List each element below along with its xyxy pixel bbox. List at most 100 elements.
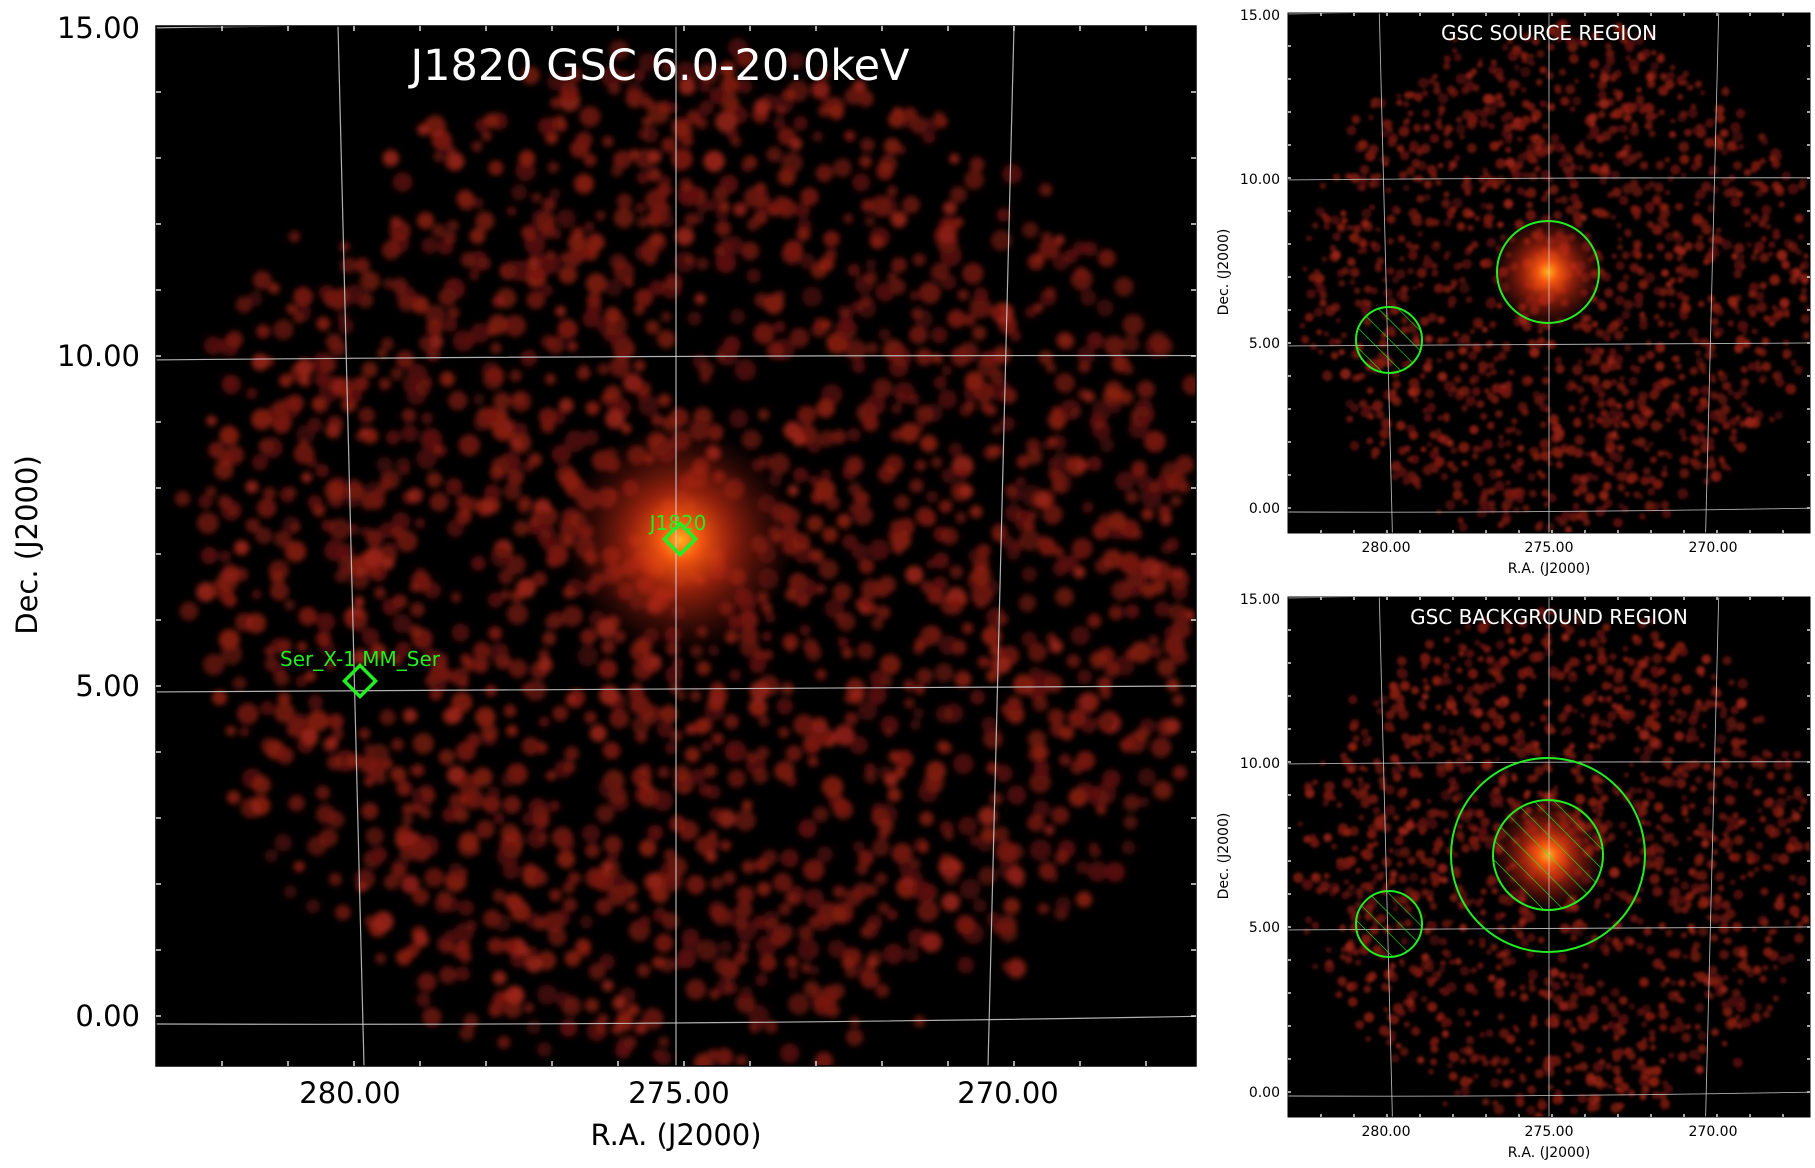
emission-blob bbox=[1622, 156, 1633, 167]
emission-blob bbox=[1364, 300, 1372, 308]
emission-blob bbox=[1727, 319, 1735, 327]
emission-blob bbox=[1650, 860, 1658, 869]
emission-blob bbox=[1714, 134, 1721, 142]
emission-blob bbox=[1495, 963, 1503, 971]
emission-blob bbox=[1420, 959, 1431, 971]
emission-blob bbox=[647, 824, 664, 841]
emission-blob bbox=[1708, 410, 1720, 421]
emission-blob bbox=[948, 442, 963, 457]
emission-blob bbox=[1738, 386, 1748, 396]
emission-blob bbox=[1737, 978, 1744, 985]
emission-blob bbox=[957, 289, 969, 301]
emission-blob bbox=[725, 235, 744, 255]
emission-blob bbox=[610, 793, 629, 812]
emission-blob bbox=[1403, 829, 1409, 835]
emission-blob bbox=[1467, 115, 1478, 126]
emission-blob bbox=[690, 768, 706, 785]
emission-blob bbox=[847, 263, 861, 277]
emission-blob bbox=[516, 578, 536, 598]
emission-blob bbox=[1410, 798, 1421, 809]
emission-blob bbox=[1659, 1058, 1666, 1064]
emission-blob bbox=[1652, 196, 1661, 205]
emission-blob bbox=[1701, 723, 1708, 729]
emission-blob bbox=[708, 685, 728, 706]
emission-blob bbox=[1616, 222, 1622, 229]
emission-blob bbox=[1646, 72, 1655, 81]
emission-blob bbox=[585, 273, 607, 295]
emission-blob bbox=[1340, 947, 1347, 953]
emission-blob bbox=[1605, 49, 1615, 58]
emission-blob bbox=[1577, 359, 1583, 365]
emission-blob bbox=[1726, 466, 1732, 472]
emission-blob bbox=[1774, 899, 1785, 911]
emission-blob bbox=[297, 641, 308, 652]
emission-blob bbox=[1172, 765, 1188, 780]
emission-blob bbox=[1577, 1042, 1583, 1048]
emission-blob bbox=[1066, 455, 1087, 476]
emission-blob bbox=[299, 375, 311, 387]
emission-blob bbox=[1436, 836, 1443, 843]
emission-blob bbox=[1431, 977, 1437, 983]
emission-blob bbox=[1054, 850, 1069, 865]
emission-blob bbox=[1526, 201, 1534, 209]
emission-blob bbox=[623, 276, 635, 288]
emission-blob bbox=[675, 226, 695, 246]
emission-blob bbox=[682, 935, 701, 955]
emission-blob bbox=[814, 1051, 834, 1066]
emission-blob bbox=[986, 911, 1001, 927]
emission-blob bbox=[1533, 748, 1543, 757]
emission-blob bbox=[1799, 177, 1807, 186]
emission-blob bbox=[1571, 473, 1582, 485]
emission-blob bbox=[1721, 178, 1730, 187]
emission-blob bbox=[709, 988, 720, 1000]
emission-blob bbox=[1687, 726, 1697, 737]
emission-blob bbox=[284, 540, 307, 563]
emission-blob bbox=[738, 941, 750, 952]
emission-blob bbox=[1707, 460, 1717, 470]
emission-blob bbox=[219, 550, 232, 563]
emission-blob bbox=[1388, 972, 1399, 983]
emission-blob bbox=[801, 286, 823, 307]
emission-blob bbox=[1396, 861, 1403, 868]
emission-blob bbox=[1054, 372, 1075, 393]
emission-blob bbox=[1659, 827, 1666, 833]
emission-blob bbox=[1402, 477, 1411, 486]
emission-blob bbox=[363, 775, 375, 787]
emission-blob bbox=[1632, 635, 1643, 646]
emission-blob bbox=[1441, 198, 1451, 209]
emission-blob bbox=[489, 465, 505, 481]
emission-blob bbox=[837, 305, 852, 319]
emission-blob bbox=[969, 835, 981, 846]
emission-blob bbox=[436, 890, 453, 907]
emission-blob bbox=[1626, 1051, 1636, 1061]
emission-blob bbox=[546, 336, 565, 355]
emission-blob bbox=[1497, 735, 1509, 746]
emission-blob bbox=[1611, 187, 1622, 198]
emission-blob bbox=[1175, 455, 1194, 474]
emission-blob bbox=[649, 280, 665, 296]
emission-blob bbox=[1610, 170, 1620, 180]
emission-blob bbox=[1456, 823, 1463, 830]
emission-blob bbox=[1785, 846, 1792, 853]
emission-blob bbox=[1665, 929, 1673, 937]
emission-blob bbox=[1507, 1079, 1515, 1086]
emission-blob bbox=[1182, 375, 1196, 396]
emission-blob bbox=[1465, 1036, 1475, 1045]
emission-blob bbox=[338, 555, 359, 575]
emission-blob bbox=[1555, 460, 1564, 469]
emission-blob bbox=[471, 555, 486, 571]
emission-blob bbox=[438, 749, 455, 766]
emission-blob bbox=[1420, 995, 1428, 1003]
emission-blob bbox=[1662, 450, 1669, 456]
emission-blob bbox=[655, 201, 669, 215]
emission-blob bbox=[1531, 37, 1540, 46]
emission-blob bbox=[1469, 697, 1480, 708]
emission-blob bbox=[1634, 299, 1644, 309]
emission-blob bbox=[1747, 775, 1754, 782]
emission-blob bbox=[1785, 794, 1793, 802]
emission-blob bbox=[1515, 487, 1526, 499]
emission-blob bbox=[214, 460, 234, 480]
emission-blob bbox=[264, 849, 278, 863]
emission-blob bbox=[1711, 427, 1719, 435]
background-annulus-inner bbox=[1492, 799, 1604, 911]
